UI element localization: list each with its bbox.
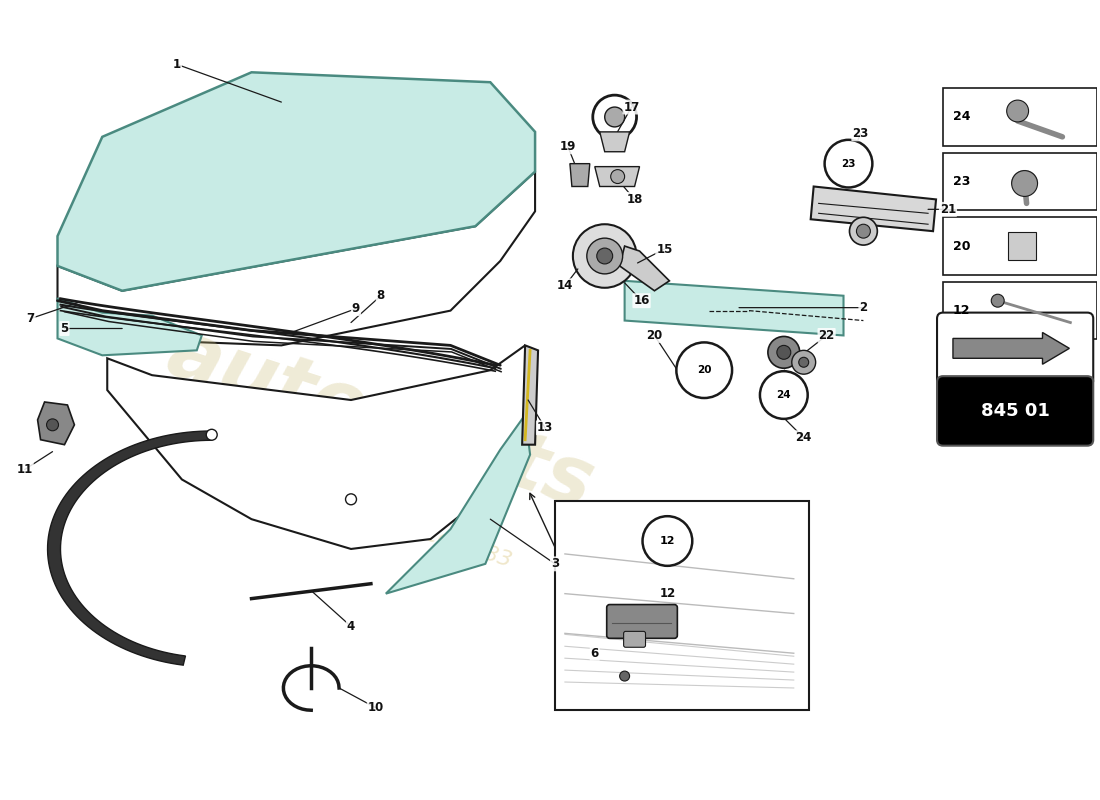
Text: 11: 11 bbox=[16, 463, 33, 476]
Text: 18: 18 bbox=[626, 193, 642, 206]
Text: 20: 20 bbox=[953, 239, 970, 253]
Circle shape bbox=[991, 294, 1004, 307]
Circle shape bbox=[46, 419, 58, 430]
Text: 8: 8 bbox=[376, 290, 385, 302]
Polygon shape bbox=[1012, 170, 1037, 183]
Circle shape bbox=[1012, 170, 1037, 197]
Text: 24: 24 bbox=[777, 390, 791, 400]
Polygon shape bbox=[57, 72, 535, 290]
Text: 23: 23 bbox=[852, 127, 869, 140]
Text: 14: 14 bbox=[557, 279, 573, 292]
Circle shape bbox=[676, 342, 733, 398]
Polygon shape bbox=[522, 346, 538, 445]
Circle shape bbox=[1006, 100, 1028, 122]
Circle shape bbox=[857, 224, 870, 238]
Polygon shape bbox=[570, 164, 590, 186]
Polygon shape bbox=[107, 346, 525, 549]
Text: 23: 23 bbox=[842, 158, 856, 169]
Polygon shape bbox=[625, 281, 844, 335]
FancyBboxPatch shape bbox=[607, 605, 678, 638]
Text: 12: 12 bbox=[659, 587, 675, 600]
Text: 2: 2 bbox=[859, 301, 868, 314]
Text: 6: 6 bbox=[591, 646, 598, 660]
Text: 20: 20 bbox=[647, 329, 662, 342]
Text: 15: 15 bbox=[657, 242, 672, 255]
Text: 4: 4 bbox=[346, 620, 355, 633]
FancyBboxPatch shape bbox=[937, 313, 1093, 386]
Text: 24: 24 bbox=[953, 110, 970, 123]
Circle shape bbox=[777, 346, 791, 359]
Text: 845 01: 845 01 bbox=[981, 402, 1050, 420]
Circle shape bbox=[605, 107, 625, 127]
Circle shape bbox=[760, 371, 807, 419]
Circle shape bbox=[792, 350, 816, 374]
Text: 13: 13 bbox=[537, 422, 553, 434]
Polygon shape bbox=[811, 186, 936, 231]
Text: 9: 9 bbox=[352, 302, 360, 315]
Text: 10: 10 bbox=[367, 702, 384, 714]
FancyBboxPatch shape bbox=[943, 88, 1097, 146]
Text: 19: 19 bbox=[560, 140, 576, 154]
Text: 16: 16 bbox=[634, 294, 650, 307]
Circle shape bbox=[642, 516, 692, 566]
Circle shape bbox=[573, 224, 637, 288]
Circle shape bbox=[610, 170, 625, 183]
FancyBboxPatch shape bbox=[624, 631, 646, 647]
FancyBboxPatch shape bbox=[556, 502, 808, 710]
Polygon shape bbox=[953, 333, 1069, 364]
Circle shape bbox=[849, 218, 878, 245]
Text: 3: 3 bbox=[551, 558, 559, 570]
FancyBboxPatch shape bbox=[937, 376, 1093, 446]
Circle shape bbox=[206, 430, 217, 440]
Text: 12: 12 bbox=[660, 536, 675, 546]
Text: 12: 12 bbox=[953, 304, 970, 317]
Text: 21: 21 bbox=[939, 203, 956, 216]
Circle shape bbox=[619, 671, 629, 681]
Circle shape bbox=[345, 494, 356, 505]
Text: 1: 1 bbox=[173, 58, 182, 71]
Polygon shape bbox=[619, 246, 670, 290]
Polygon shape bbox=[600, 132, 629, 152]
FancyBboxPatch shape bbox=[943, 282, 1097, 339]
Text: 17: 17 bbox=[624, 101, 640, 114]
Circle shape bbox=[586, 238, 623, 274]
Circle shape bbox=[825, 140, 872, 187]
FancyBboxPatch shape bbox=[943, 218, 1097, 275]
Text: autoparts: autoparts bbox=[158, 314, 604, 526]
Polygon shape bbox=[386, 415, 530, 594]
Polygon shape bbox=[57, 298, 201, 355]
Text: 22: 22 bbox=[818, 329, 835, 342]
Text: a passion for parts since 1983: a passion for parts since 1983 bbox=[188, 448, 514, 570]
Text: 7: 7 bbox=[26, 312, 35, 325]
Text: 20: 20 bbox=[697, 366, 712, 375]
Text: 24: 24 bbox=[795, 431, 812, 444]
Text: 23: 23 bbox=[953, 175, 970, 188]
FancyBboxPatch shape bbox=[1008, 232, 1035, 260]
Polygon shape bbox=[47, 431, 211, 665]
Circle shape bbox=[799, 358, 808, 367]
Polygon shape bbox=[595, 166, 639, 186]
Circle shape bbox=[597, 248, 613, 264]
Polygon shape bbox=[57, 171, 535, 346]
Text: 5: 5 bbox=[60, 322, 68, 335]
FancyBboxPatch shape bbox=[943, 153, 1097, 210]
Polygon shape bbox=[37, 402, 75, 445]
Circle shape bbox=[768, 337, 800, 368]
